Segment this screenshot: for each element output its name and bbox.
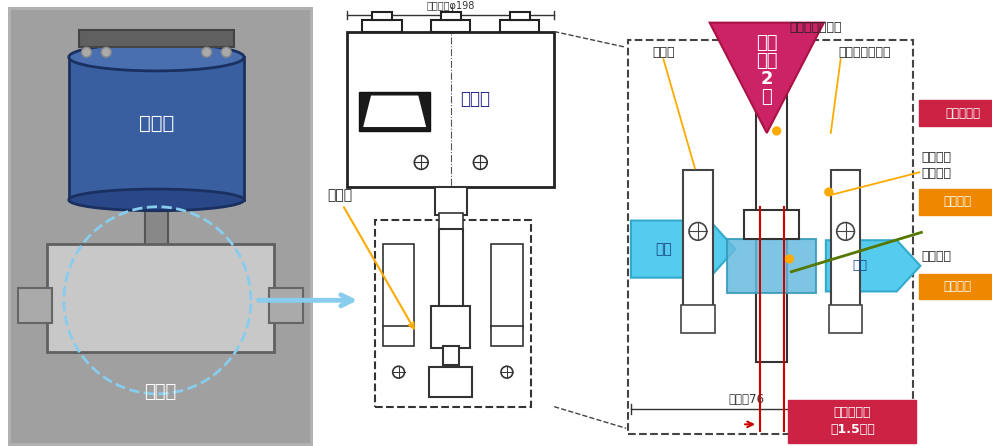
Bar (788, 400, 916, 443)
Circle shape (837, 223, 854, 240)
Bar (347, 32, 554, 187)
Text: 本体部: 本体部 (327, 188, 352, 202)
Circle shape (82, 47, 91, 57)
Bar (439, 229, 463, 308)
Circle shape (501, 366, 513, 378)
Circle shape (202, 47, 212, 57)
Bar (372, 12, 392, 20)
Bar (681, 305, 715, 333)
Ellipse shape (69, 43, 244, 71)
Polygon shape (710, 23, 824, 133)
FancyArrow shape (631, 221, 735, 278)
Bar (435, 187, 467, 215)
Bar (443, 346, 459, 365)
Polygon shape (363, 95, 426, 127)
Bar (359, 91, 430, 131)
Circle shape (786, 255, 793, 263)
Text: パッキンボルト: パッキンボルト (789, 21, 842, 34)
Text: 水素: 水素 (655, 242, 672, 256)
Bar (919, 274, 996, 299)
Bar (744, 210, 799, 239)
Text: 流路内径増
（1.5倍）: 流路内径増 （1.5倍） (830, 406, 875, 436)
Bar (429, 367, 472, 397)
Bar (431, 306, 470, 347)
Bar (756, 77, 787, 362)
Circle shape (101, 47, 111, 57)
Circle shape (473, 156, 487, 169)
Text: 本体部: 本体部 (144, 383, 176, 401)
Text: 水素: 水素 (853, 259, 868, 273)
Bar (431, 20, 470, 32)
Text: 駆動部径φ198: 駆動部径φ198 (427, 1, 475, 11)
Bar (510, 12, 530, 20)
Bar (69, 57, 244, 200)
Circle shape (689, 223, 707, 240)
Bar (628, 41, 913, 434)
Bar (321, 7, 626, 446)
Bar (829, 305, 862, 333)
Bar (626, 7, 992, 446)
Circle shape (393, 366, 405, 378)
Text: 高耐久化: 高耐久化 (944, 280, 972, 293)
Bar (362, 20, 402, 32)
Bar (441, 12, 461, 20)
Text: 駆動部: 駆動部 (139, 114, 174, 133)
Bar (491, 326, 523, 346)
Text: ディスク: ディスク (921, 251, 951, 264)
Text: 駆動部: 駆動部 (460, 91, 490, 108)
Bar (500, 20, 539, 32)
Bar (383, 326, 414, 346)
Text: 駆動
推力
2
倍: 駆動 推力 2 倍 (756, 34, 778, 106)
Bar (79, 29, 234, 47)
Circle shape (825, 188, 833, 196)
Bar (383, 244, 414, 328)
Bar (8, 7, 313, 446)
Bar (18, 289, 52, 323)
Text: ガイド: ガイド (652, 45, 675, 59)
Bar (145, 198, 168, 249)
Circle shape (221, 47, 231, 57)
Bar (919, 100, 1000, 126)
Text: 安全性強化: 安全性強化 (945, 107, 980, 120)
FancyArrow shape (826, 240, 920, 291)
Bar (727, 239, 816, 293)
Text: 高耐久化: 高耐久化 (944, 195, 972, 208)
Bar (375, 219, 531, 407)
Bar (683, 170, 713, 308)
Circle shape (773, 127, 781, 135)
Text: 面置幅76: 面置幅76 (729, 392, 765, 405)
Bar (11, 10, 310, 443)
Bar (919, 189, 996, 215)
Bar (491, 244, 523, 328)
Ellipse shape (69, 189, 244, 211)
Circle shape (414, 156, 428, 169)
Bar (831, 170, 860, 308)
Text: ロックプレート: ロックプレート (839, 45, 891, 59)
Bar (47, 244, 274, 352)
Text: グランド
パッキン: グランド パッキン (921, 151, 951, 180)
Bar (11, 10, 310, 443)
Bar (439, 213, 463, 234)
Bar (269, 289, 303, 323)
